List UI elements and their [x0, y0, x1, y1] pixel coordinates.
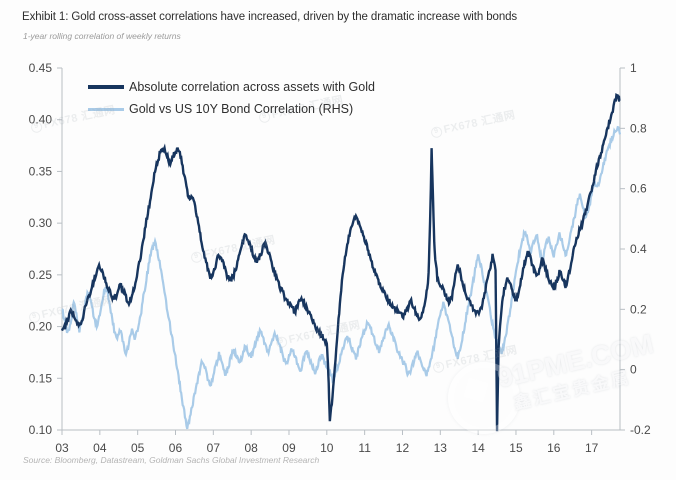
y-axis-left-tick-label: 0.30: [29, 216, 53, 230]
series-line-gold-vs-bond: [61, 125, 622, 430]
x-axis-tick-label: 06: [169, 441, 183, 455]
x-axis-tick-label: 12: [396, 441, 410, 455]
legend-item-absolute-correlation: Absolute correlation across assets with …: [88, 76, 468, 98]
x-axis-tick-label: 07: [207, 441, 221, 455]
y-axis-left-tick-label: 0.10: [29, 423, 53, 437]
x-axis-tick-label: 15: [509, 441, 523, 455]
x-axis-tick-label: 10: [320, 441, 334, 455]
x-axis-tick-label: 13: [434, 441, 448, 455]
chart-legend: Absolute correlation across assets with …: [88, 76, 468, 120]
x-axis-tick-label: 05: [131, 441, 145, 455]
x-axis-tick-label: 17: [585, 441, 599, 455]
y-axis-left-tick-label: 0.15: [29, 371, 53, 385]
y-axis-right-tick-label: 0.4: [630, 242, 647, 256]
y-axis-right-tick-label: 1: [630, 61, 637, 75]
legend-swatch-light-icon: [88, 107, 124, 111]
legend-label-absolute-correlation: Absolute correlation across assets with …: [129, 80, 375, 94]
y-axis-right-tick-label: -0.2: [630, 423, 651, 437]
x-axis-tick-label: 04: [93, 441, 107, 455]
y-axis-left-tick-label: 0.25: [29, 268, 53, 282]
y-axis-right-tick-label: 0.6: [630, 182, 647, 196]
page-title: Exhibit 1: Gold cross-asset correlations…: [22, 11, 518, 23]
x-axis-tick-label: 14: [471, 441, 485, 455]
y-axis-left-tick-label: 0.35: [29, 164, 53, 178]
legend-item-gold-vs-bond: Gold vs US 10Y Bond Correlation (RHS): [88, 98, 468, 120]
x-axis-tick-label: 08: [244, 441, 258, 455]
legend-label-gold-vs-bond: Gold vs US 10Y Bond Correlation (RHS): [129, 102, 354, 116]
y-axis-right-tick-label: 0.8: [630, 121, 647, 135]
chart-source: Source: Bloomberg, Datastream, Goldman S…: [23, 455, 320, 465]
y-axis-left-tick-label: 0.45: [29, 61, 53, 75]
y-axis-right-tick-label: 0: [630, 363, 637, 377]
chart-subtitle: 1-year rolling correlation of weekly ret…: [23, 31, 181, 41]
x-axis-tick-label: 11: [358, 441, 371, 455]
x-axis-tick-label: 16: [547, 441, 561, 455]
y-axis-left-tick-label: 0.20: [29, 320, 53, 334]
series-line-absolute-correlation: [60, 92, 621, 432]
y-axis-left-tick-label: 0.40: [29, 113, 53, 127]
x-axis-tick-label: 09: [282, 441, 296, 455]
x-axis-tick-label: 03: [55, 441, 69, 455]
y-axis-right-tick-label: 0.2: [630, 302, 647, 316]
legend-swatch-dark-icon: [88, 85, 124, 89]
